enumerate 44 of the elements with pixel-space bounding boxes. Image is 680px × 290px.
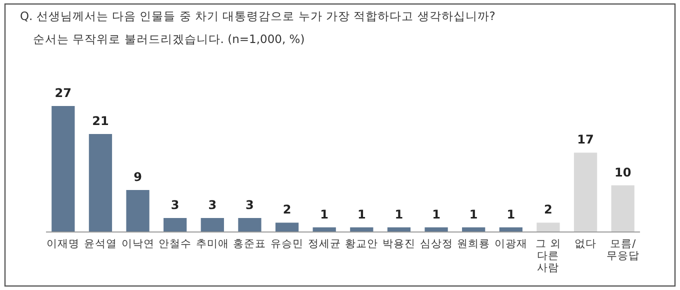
x-tick-label: 유승민 [270, 238, 304, 250]
bar [52, 106, 75, 232]
bar [611, 185, 634, 232]
data-label: 1 [357, 207, 366, 222]
bar [574, 152, 598, 232]
data-label: 2 [544, 202, 552, 217]
data-label: 1 [432, 207, 440, 222]
chart-subtitle: 순서는 무작위로 불러드리겠습니다. (n=1,000, %) [33, 32, 305, 46]
data-label: 1 [469, 207, 478, 222]
data-label: 1 [394, 207, 404, 222]
data-label: 17 [577, 132, 594, 147]
data-label: 1 [320, 207, 329, 222]
bar [126, 190, 150, 232]
bar [88, 134, 112, 232]
data-label: 2 [282, 202, 292, 217]
x-tick-label: 그 외 다른 사람 [536, 238, 561, 274]
x-tick-label: 없다 [574, 238, 597, 250]
x-tick-label: 윤석열 [84, 238, 117, 250]
chart-title: Q. 선생님께서는 다음 인물들 중 차기 대통령감으로 누가 가장 적합하다고 생각하십니까? [20, 9, 496, 23]
x-tick-label: 정세균 [308, 238, 341, 250]
bar [275, 222, 299, 232]
data-label: 9 [134, 170, 142, 184]
x-tick-label: 이낙연 [121, 238, 154, 250]
x-tick-label: 원희룡 [457, 238, 490, 250]
data-label: 27 [54, 86, 72, 100]
data-label: 3 [170, 198, 180, 212]
x-tick-label: 이재명 [46, 238, 80, 250]
x-tick-label: 모름/ 무응답 [606, 238, 640, 262]
data-label: 3 [208, 198, 217, 212]
x-tick-label: 이광재 [494, 238, 528, 250]
x-tick-label: 황교안 [345, 238, 378, 250]
data-label: 21 [92, 114, 109, 128]
bar [164, 218, 187, 232]
bar [536, 222, 560, 232]
data-label: 10 [614, 165, 632, 180]
bar [238, 218, 262, 232]
data-label: 1 [506, 207, 516, 222]
x-tick-label: 홍준표 [233, 238, 266, 250]
x-tick-label: 박용진 [382, 238, 416, 250]
x-tick-label: 심상정 [420, 238, 453, 250]
x-tick-label: 추미애 [196, 238, 229, 250]
bar [200, 218, 224, 232]
data-label: 3 [246, 198, 254, 212]
x-tick-label: 안철수 [158, 238, 192, 250]
